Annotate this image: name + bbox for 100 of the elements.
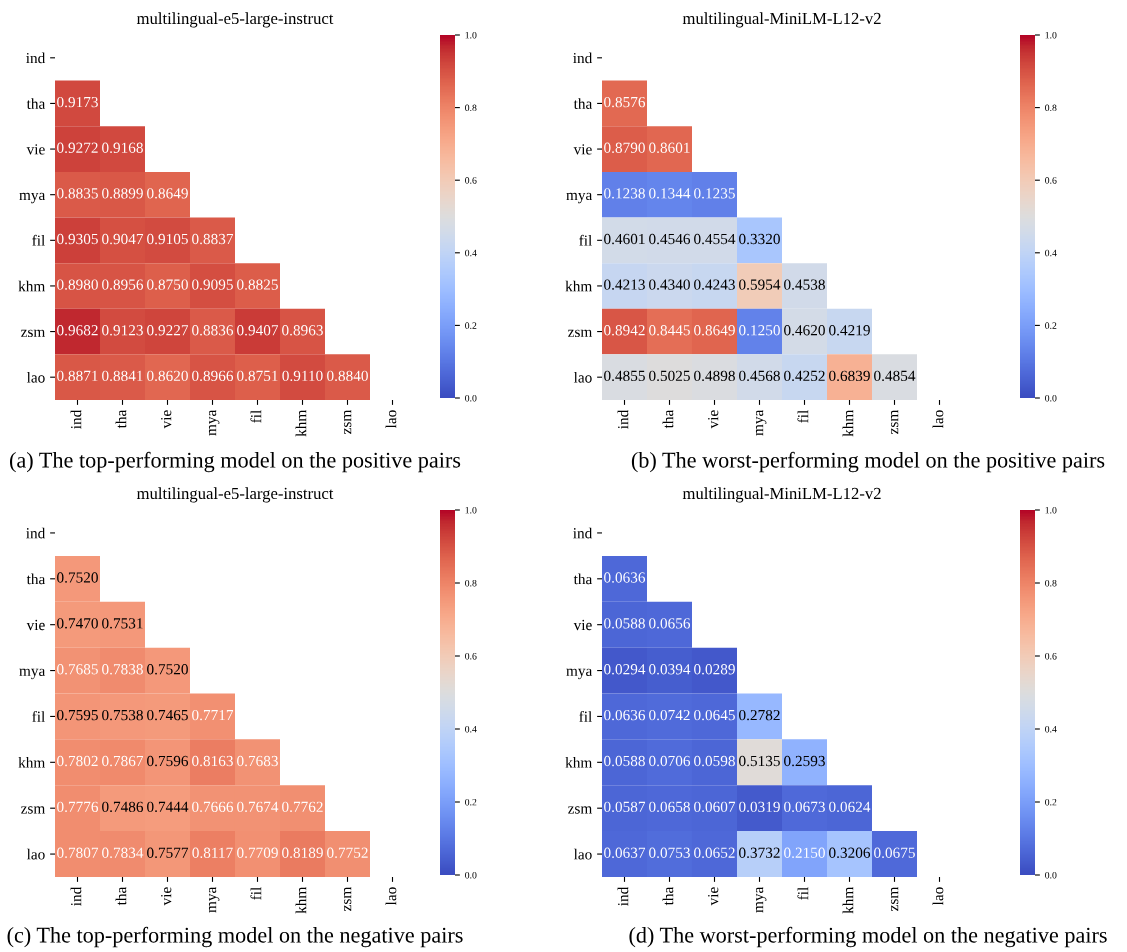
data-label: 0.8649 bbox=[694, 325, 735, 336]
y-tick-label: lao bbox=[573, 848, 592, 860]
y-tick-label: mya bbox=[566, 668, 593, 680]
data-label: 0.5954 bbox=[739, 279, 781, 290]
data-label: 0.1344 bbox=[649, 188, 691, 199]
data-label: 0.8899 bbox=[102, 188, 143, 199]
data-label: 0.4213 bbox=[604, 279, 645, 290]
color-bar-label: 0.0 bbox=[1045, 871, 1057, 879]
data-label: 0.0645 bbox=[694, 709, 735, 721]
x-tick-label: ind bbox=[617, 886, 629, 906]
color-bar-label: 1.0 bbox=[1045, 31, 1057, 39]
y-tick-label: ind bbox=[26, 52, 46, 64]
data-label: 0.8620 bbox=[147, 370, 188, 382]
data-label: 0.7685 bbox=[57, 664, 98, 675]
data-label: 0.8837 bbox=[192, 233, 234, 245]
data-label: 0.8963 bbox=[282, 325, 323, 336]
y-tick-label: mya bbox=[19, 668, 46, 680]
x-tick-label: tha bbox=[662, 886, 674, 906]
y-tick-label: khm bbox=[565, 757, 593, 768]
data-label: 0.0742 bbox=[649, 709, 690, 721]
y-tick-label: tha bbox=[26, 98, 46, 109]
y-tick-label: tha bbox=[573, 573, 593, 585]
color-bar-label: 0.0 bbox=[465, 871, 477, 879]
x-tick-label: mya bbox=[208, 409, 220, 436]
y-tick-label: vie bbox=[26, 144, 45, 155]
data-label: 0.8836 bbox=[192, 325, 234, 336]
color-bar-label: 0.6 bbox=[1045, 652, 1057, 660]
x-tick-label: zsm bbox=[890, 886, 899, 911]
y-tick-label: khm bbox=[18, 757, 46, 768]
data-label: 0.4898 bbox=[694, 370, 735, 382]
data-label: 0.2782 bbox=[739, 709, 780, 721]
x-tick-label: vie bbox=[708, 887, 719, 906]
data-label: 0.7486 bbox=[102, 801, 144, 813]
data-label: 0.0598 bbox=[694, 755, 735, 767]
data-label: 0.8189 bbox=[282, 847, 323, 858]
data-label: 0.7867 bbox=[102, 755, 144, 767]
y-tick-label: zsm bbox=[568, 806, 593, 814]
data-label: 0.3206 bbox=[829, 847, 871, 858]
y-tick-label: vie bbox=[26, 619, 45, 631]
data-label: 0.8649 bbox=[147, 188, 188, 199]
data-label: 0.5025 bbox=[649, 370, 690, 382]
x-tick-label: ind bbox=[70, 886, 82, 906]
x-tick-label: khm bbox=[295, 409, 307, 437]
x-tick-label: fil bbox=[250, 887, 262, 900]
data-label: 0.7674 bbox=[237, 801, 279, 813]
data-label: 0.1238 bbox=[604, 188, 645, 199]
y-tick-label: fil bbox=[32, 234, 45, 246]
data-label: 0.9173 bbox=[57, 96, 98, 108]
data-label: 0.9123 bbox=[102, 325, 143, 336]
x-tick-label: mya bbox=[755, 409, 767, 436]
color-bar-label: 0.8 bbox=[1045, 104, 1057, 112]
data-label: 0.0294 bbox=[604, 664, 646, 675]
data-label: 0.7752 bbox=[327, 847, 368, 858]
data-label: 0.7470 bbox=[57, 618, 98, 629]
x-tick-label: tha bbox=[115, 886, 127, 906]
data-label: 0.0706 bbox=[649, 755, 691, 767]
y-tick-label: zsm bbox=[568, 329, 593, 338]
data-label: 0.0588 bbox=[604, 755, 645, 767]
data-label: 0.7709 bbox=[237, 847, 278, 858]
color-bar-label: 0.0 bbox=[465, 394, 477, 402]
data-label: 0.4554 bbox=[694, 233, 736, 245]
data-label: 0.7762 bbox=[282, 801, 323, 813]
text: (a) The top-performing model on the positive pairs bbox=[10, 451, 461, 473]
x-tick-label: lao bbox=[385, 887, 397, 906]
x-tick-label: khm bbox=[842, 886, 854, 914]
color-bar-label: 0.0 bbox=[1045, 394, 1057, 402]
data-label: 0.8576 bbox=[604, 96, 646, 108]
data-label: 0.0588 bbox=[604, 618, 645, 629]
data-label: 0.9095 bbox=[192, 279, 233, 290]
data-label: 0.7683 bbox=[237, 755, 278, 767]
y-tick-label: ind bbox=[573, 52, 593, 64]
data-label: 0.8750 bbox=[147, 279, 188, 290]
color-bar-label: 0.2 bbox=[465, 798, 477, 806]
data-label: 0.8966 bbox=[192, 370, 234, 382]
color-bar-label: 0.4 bbox=[1045, 725, 1057, 733]
y-tick-label: tha bbox=[26, 573, 46, 585]
data-label: 0.8163 bbox=[192, 755, 233, 767]
color-bar-label: 0.6 bbox=[465, 177, 477, 184]
data-label: 0.7531 bbox=[102, 618, 143, 629]
data-label: 0.4243 bbox=[694, 279, 735, 290]
data-label: 0.0658 bbox=[649, 801, 690, 813]
data-label: 0.0607 bbox=[694, 801, 736, 813]
data-label: 0.7834 bbox=[102, 847, 144, 858]
data-label: 0.0624 bbox=[829, 801, 871, 813]
x-tick-label: khm bbox=[295, 886, 307, 914]
data-label: 0.0289 bbox=[694, 664, 735, 675]
y-tick-label: lao bbox=[573, 371, 592, 383]
data-label: 0.8117 bbox=[192, 847, 233, 858]
data-label: 0.9168 bbox=[102, 142, 143, 153]
data-label: 0.7776 bbox=[57, 801, 99, 813]
data-label: 0.6839 bbox=[829, 370, 870, 382]
data-label: 0.7596 bbox=[147, 755, 189, 767]
data-label: 0.4568 bbox=[739, 370, 780, 382]
color-bar-label: 0.2 bbox=[1045, 322, 1057, 329]
y-tick-label: vie bbox=[573, 619, 592, 631]
color-bar-label: 0.6 bbox=[1045, 177, 1057, 184]
color-bar-label: 0.4 bbox=[465, 725, 477, 733]
color-bar-label: 1.0 bbox=[465, 31, 477, 39]
text: (c) The top-performing model on the negative pairs bbox=[7, 926, 463, 948]
y-tick-label: vie bbox=[573, 144, 592, 155]
